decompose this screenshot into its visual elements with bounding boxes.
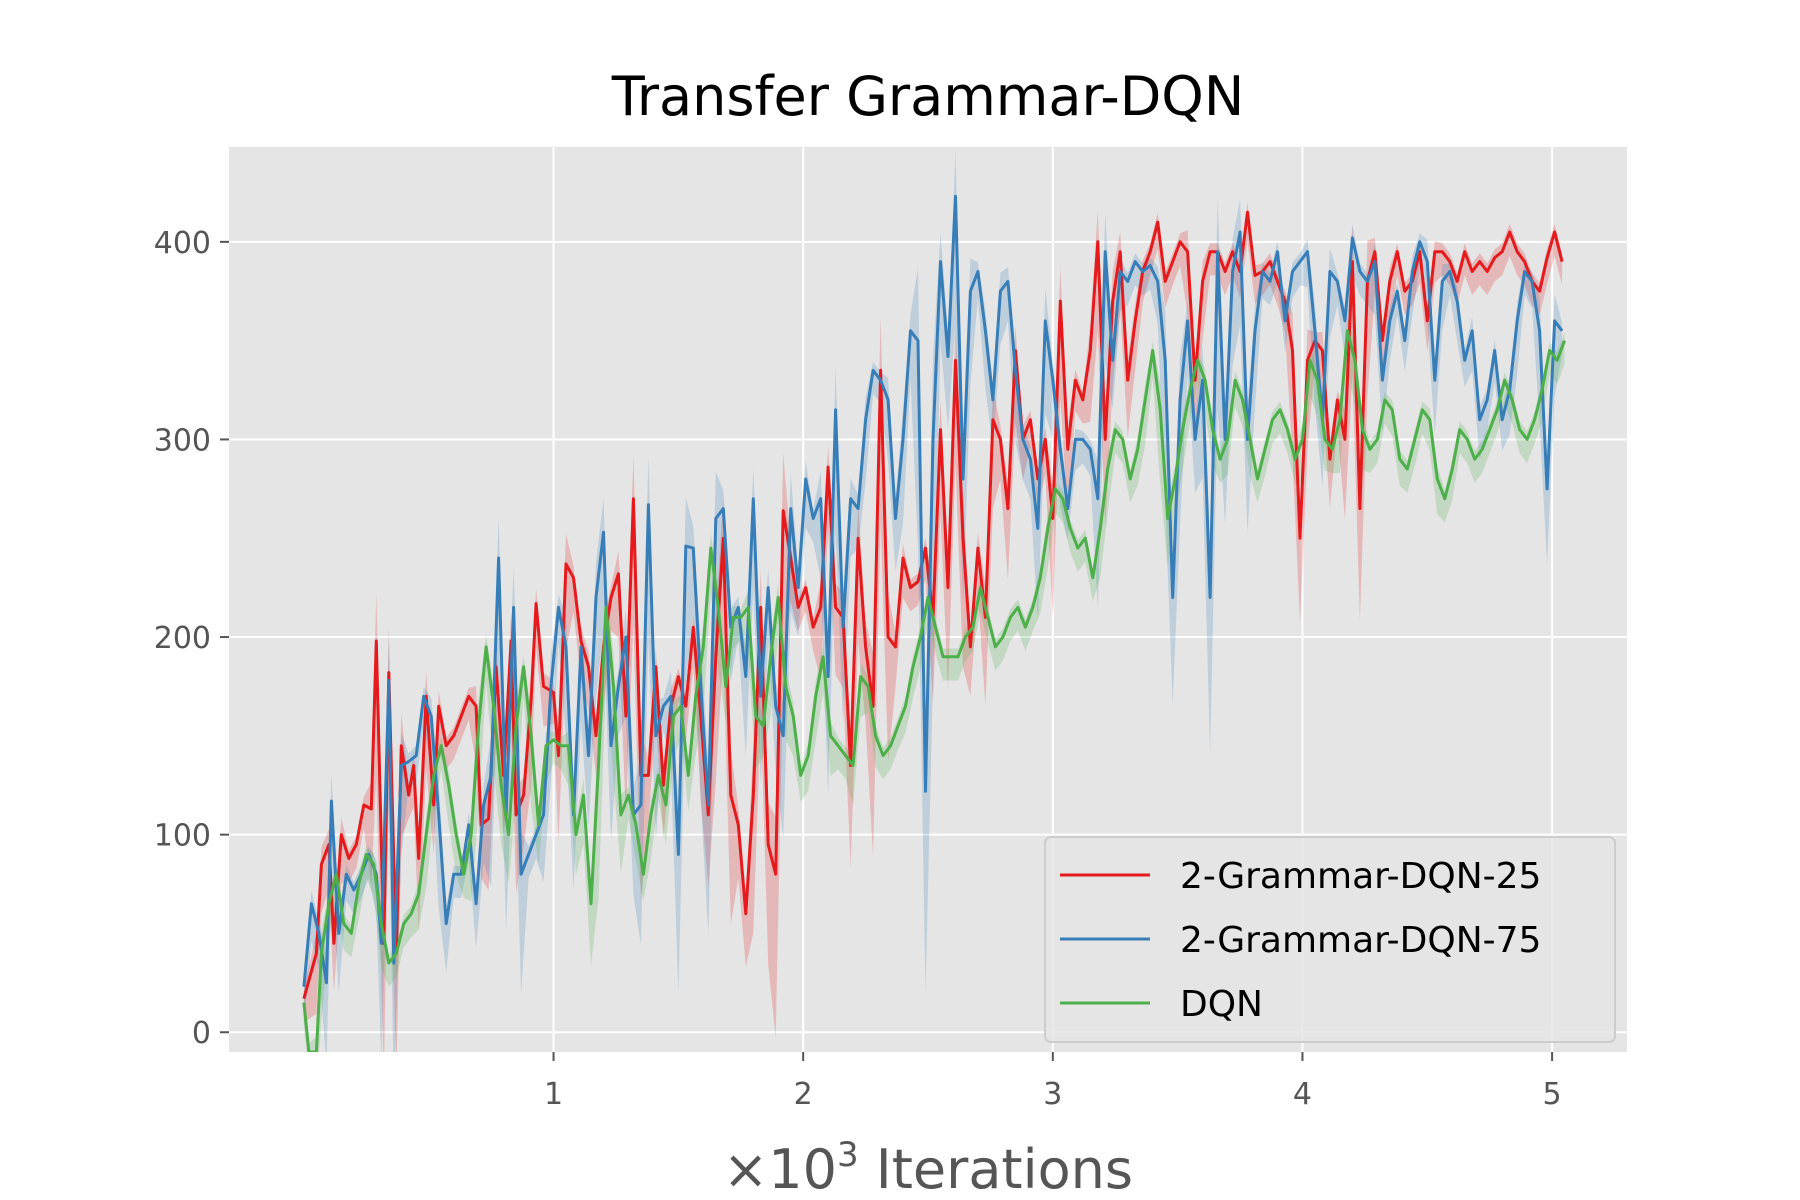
x-axis-label: ×103 Iterations xyxy=(723,1135,1133,1200)
legend-label-2: 2-Grammar-DQN-75 xyxy=(1180,920,1541,961)
x-axis-label-exponent: 3 xyxy=(837,1135,859,1175)
x-tick-label: 5 xyxy=(1543,1077,1562,1112)
series-lines xyxy=(302,194,1567,1052)
y-tick-label: 400 xyxy=(154,226,211,261)
x-tick-label: 1 xyxy=(544,1077,563,1112)
y-tick-label: 200 xyxy=(154,621,211,656)
legend-label-1: 2-Grammar-DQN-25 xyxy=(1180,856,1541,897)
x-tick-label: 4 xyxy=(1293,1077,1312,1112)
series-band-1 xyxy=(303,202,1563,1052)
legend: 2-Grammar-DQN-25 2-Grammar-DQN-75 DQN xyxy=(1044,836,1616,1043)
x-axis-label-prefix: ×10 xyxy=(723,1138,837,1200)
legend-label-3: DQN xyxy=(1180,984,1263,1025)
x-axis-label-suffix: Iterations xyxy=(859,1138,1133,1200)
y-tick-label: 0 xyxy=(192,1016,211,1051)
y-tick-label: 100 xyxy=(154,819,211,854)
series-line-3 xyxy=(302,329,1567,1052)
legend-box xyxy=(1044,836,1616,1043)
x-tick-label: 2 xyxy=(794,1077,813,1112)
axes: 1 2 3 4 5 0 100 200 300 400 xyxy=(154,226,1562,1112)
chart-title: Transfer Grammar-DQN xyxy=(611,65,1244,128)
y-tick-label: 300 xyxy=(154,423,211,458)
x-tick-label: 3 xyxy=(1043,1077,1062,1112)
series-line-2 xyxy=(302,194,1564,987)
